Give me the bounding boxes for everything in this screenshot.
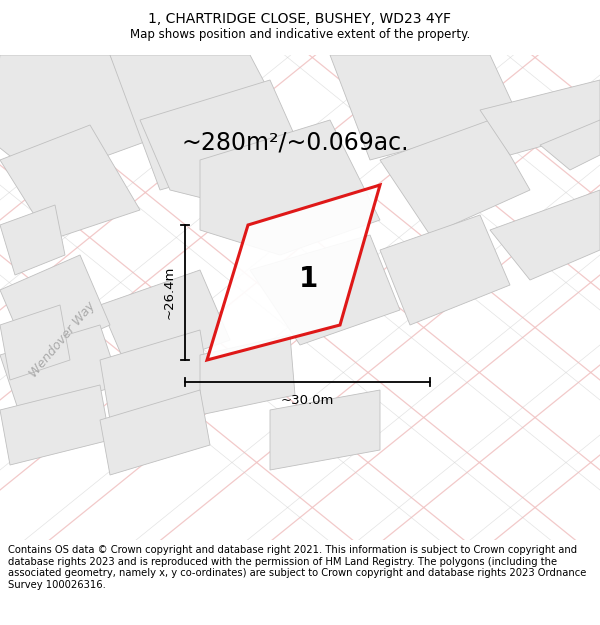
Polygon shape [0, 125, 140, 240]
Polygon shape [100, 390, 210, 475]
Polygon shape [490, 190, 600, 280]
Polygon shape [270, 390, 380, 470]
Polygon shape [380, 215, 510, 325]
Polygon shape [140, 80, 310, 210]
Text: 1: 1 [299, 265, 319, 292]
Polygon shape [200, 335, 295, 415]
Text: ~26.4m: ~26.4m [163, 266, 176, 319]
Polygon shape [250, 235, 400, 345]
Polygon shape [207, 185, 380, 360]
Text: ~30.0m: ~30.0m [281, 394, 334, 406]
Polygon shape [540, 120, 600, 170]
Polygon shape [100, 330, 210, 420]
Polygon shape [0, 255, 110, 360]
Text: 1, CHARTRIDGE CLOSE, BUSHEY, WD23 4YF: 1, CHARTRIDGE CLOSE, BUSHEY, WD23 4YF [149, 12, 452, 26]
Polygon shape [0, 385, 110, 465]
Polygon shape [380, 120, 530, 235]
Polygon shape [0, 305, 70, 380]
Polygon shape [0, 205, 65, 275]
Polygon shape [0, 55, 150, 180]
Text: Map shows position and indicative extent of the property.: Map shows position and indicative extent… [130, 28, 470, 41]
Polygon shape [0, 325, 120, 415]
Text: Contains OS data © Crown copyright and database right 2021. This information is : Contains OS data © Crown copyright and d… [8, 545, 586, 590]
Polygon shape [480, 80, 600, 155]
Polygon shape [100, 270, 230, 375]
Text: ~280m²/~0.069ac.: ~280m²/~0.069ac. [181, 130, 409, 154]
Polygon shape [110, 55, 300, 190]
Polygon shape [200, 120, 380, 255]
Text: Wendover Way: Wendover Way [26, 299, 97, 381]
Polygon shape [330, 55, 520, 160]
